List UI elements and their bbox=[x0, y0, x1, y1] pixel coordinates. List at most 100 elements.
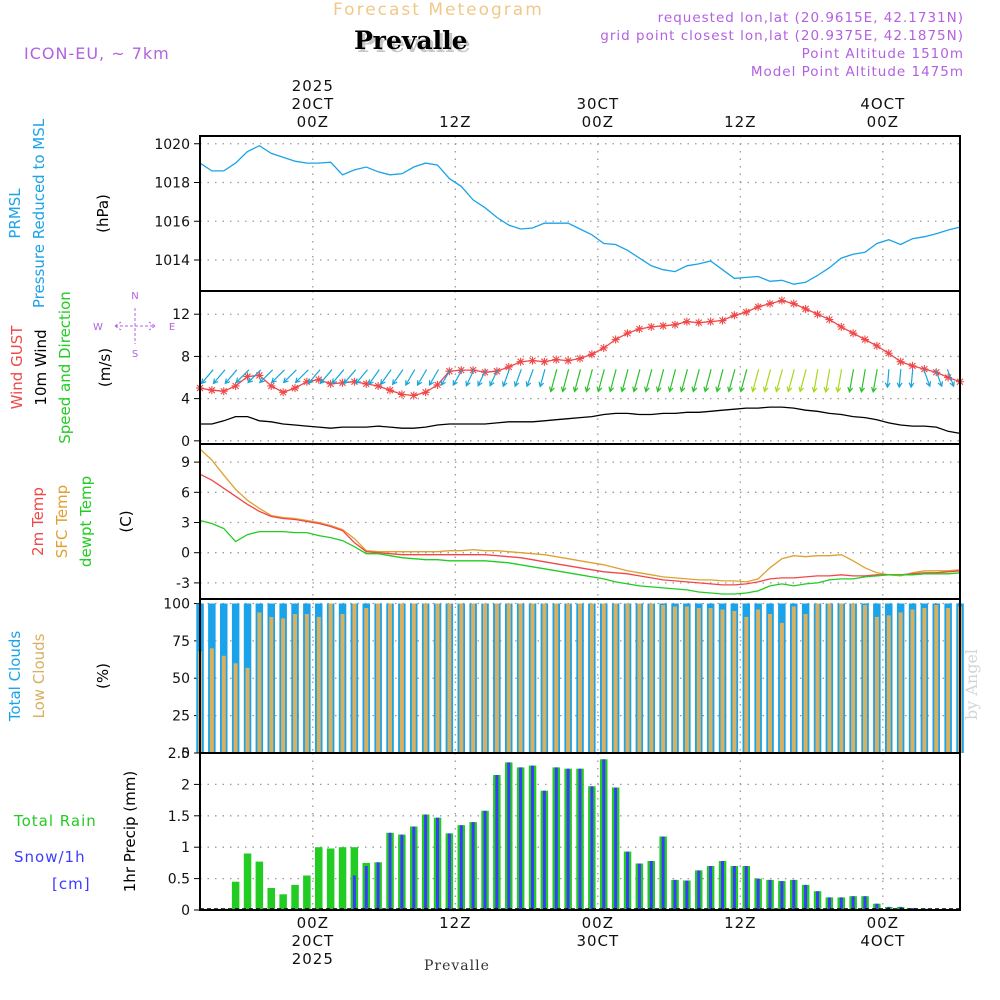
bar-low-clouds bbox=[803, 614, 808, 753]
bottom-tick-label: 00Z bbox=[867, 914, 899, 932]
bar-snow-h bbox=[614, 787, 618, 910]
panel-temperature: -3 0 3 6 9 2m Temp SFC Temp dewpt Temp (C) bbox=[29, 443, 961, 600]
y-tick-label: 1016 bbox=[154, 214, 190, 230]
wind-arrow bbox=[489, 369, 499, 387]
y-tick-label: 1 bbox=[181, 840, 190, 856]
wind-arrow bbox=[703, 369, 712, 393]
axis-unit-label: (hPa) bbox=[94, 194, 112, 233]
bar-snow-h bbox=[792, 879, 796, 910]
bar-low-clouds bbox=[494, 603, 499, 753]
y-tick-label: 50 bbox=[172, 671, 190, 687]
wind-arrow bbox=[549, 369, 558, 393]
series-dewpt-temp bbox=[199, 519, 961, 595]
model-label: ICON-EU, ~ 7km bbox=[24, 44, 170, 63]
bar-low-clouds bbox=[673, 606, 677, 753]
gust-marker bbox=[908, 361, 917, 370]
wind-arrow bbox=[620, 369, 629, 393]
gust-marker bbox=[231, 381, 240, 390]
panel-frame bbox=[199, 443, 961, 600]
bar-snow-h bbox=[732, 866, 736, 910]
compass-n: N bbox=[131, 291, 138, 302]
bar-snow-h bbox=[507, 762, 511, 910]
bar-low-clouds bbox=[661, 605, 666, 753]
bar-low-clouds bbox=[910, 609, 915, 753]
bar-low-clouds bbox=[756, 609, 761, 753]
bar-low-clouds bbox=[898, 612, 903, 753]
compass-e: E bbox=[169, 322, 175, 333]
gust-marker bbox=[243, 372, 252, 381]
bottom-tick-label: 30CT bbox=[576, 932, 619, 950]
bar-snow-h bbox=[839, 897, 843, 910]
bar-low-clouds bbox=[233, 663, 238, 753]
bar-low-clouds bbox=[708, 608, 713, 753]
bar-low-clouds bbox=[696, 608, 701, 753]
wind-arrow bbox=[596, 369, 605, 393]
wind-arrow bbox=[270, 369, 285, 384]
wind-arrow bbox=[538, 369, 546, 388]
gust-marker bbox=[326, 379, 335, 388]
wind-arrow bbox=[691, 369, 700, 393]
bar-total-rain bbox=[255, 861, 264, 910]
gust-marker bbox=[314, 375, 323, 384]
bar-total-rain bbox=[291, 884, 299, 910]
gust-marker bbox=[813, 310, 822, 319]
bar-snow-h bbox=[578, 768, 582, 910]
wind-arrow bbox=[762, 369, 772, 393]
bar-low-clouds bbox=[471, 603, 476, 753]
wind-arrow bbox=[319, 369, 333, 385]
bar-low-clouds bbox=[744, 616, 749, 753]
bar-snow-h bbox=[649, 861, 653, 910]
gust-marker bbox=[671, 320, 679, 329]
axis-unit-label: 1hr Precip (mm) bbox=[121, 771, 139, 892]
top-tick-label: 4OCT bbox=[860, 95, 905, 113]
legend-label: Low Clouds bbox=[30, 633, 48, 718]
y-tick-label: 1014 bbox=[154, 253, 190, 269]
legend-label: Wind GUST bbox=[8, 325, 26, 410]
gust-marker bbox=[659, 321, 668, 330]
series-prmsl bbox=[199, 144, 961, 285]
gust-marker bbox=[552, 355, 561, 364]
bar-low-clouds bbox=[423, 603, 428, 753]
gust-marker bbox=[635, 324, 644, 333]
wind-arrow bbox=[655, 369, 665, 393]
bar-snow-h bbox=[554, 767, 558, 910]
subtitle: Forecast Meteogram bbox=[333, 0, 544, 20]
wind-arrow bbox=[525, 369, 534, 388]
wind-arrow bbox=[452, 369, 463, 387]
wind-arrow bbox=[750, 369, 760, 393]
wind-arrow bbox=[331, 369, 345, 385]
compass-icon bbox=[114, 308, 156, 344]
bar-total-rain bbox=[267, 888, 275, 910]
bar-low-clouds bbox=[257, 612, 262, 753]
gust-marker bbox=[386, 386, 394, 395]
bar-snow-h bbox=[816, 891, 819, 910]
bar-snow-h bbox=[459, 825, 463, 910]
gust-marker bbox=[920, 365, 929, 374]
bar-snow-h bbox=[685, 880, 689, 910]
series-sfc-temp bbox=[199, 448, 961, 583]
bar-low-clouds bbox=[649, 603, 654, 753]
wind-arrow bbox=[774, 369, 783, 393]
legend-label: dewpt Temp bbox=[77, 476, 95, 567]
gust-marker bbox=[540, 357, 549, 366]
wind-arrow bbox=[513, 369, 522, 388]
bottom-tick-label: 12Z bbox=[439, 914, 471, 932]
bar-total-rain bbox=[315, 847, 323, 910]
bar-snow-h bbox=[352, 875, 356, 910]
bar-low-clouds bbox=[578, 603, 582, 753]
bar-snow-h bbox=[471, 822, 475, 910]
wind-arrow bbox=[667, 369, 677, 393]
bar-snow-h bbox=[875, 903, 879, 910]
bar-low-clouds bbox=[435, 603, 440, 753]
y-tick-label: -3 bbox=[176, 576, 190, 592]
wind-arrow bbox=[859, 369, 866, 394]
top-tick-label: 00Z bbox=[297, 113, 329, 131]
wind-arrow bbox=[212, 369, 226, 385]
gust-marker bbox=[623, 329, 632, 338]
gust-marker bbox=[564, 356, 573, 365]
bar-low-clouds bbox=[376, 603, 381, 753]
wind-arrow bbox=[501, 369, 510, 388]
bar-snow-h bbox=[804, 884, 808, 910]
bar-low-clouds bbox=[447, 603, 452, 753]
wind-arrow bbox=[247, 369, 262, 384]
